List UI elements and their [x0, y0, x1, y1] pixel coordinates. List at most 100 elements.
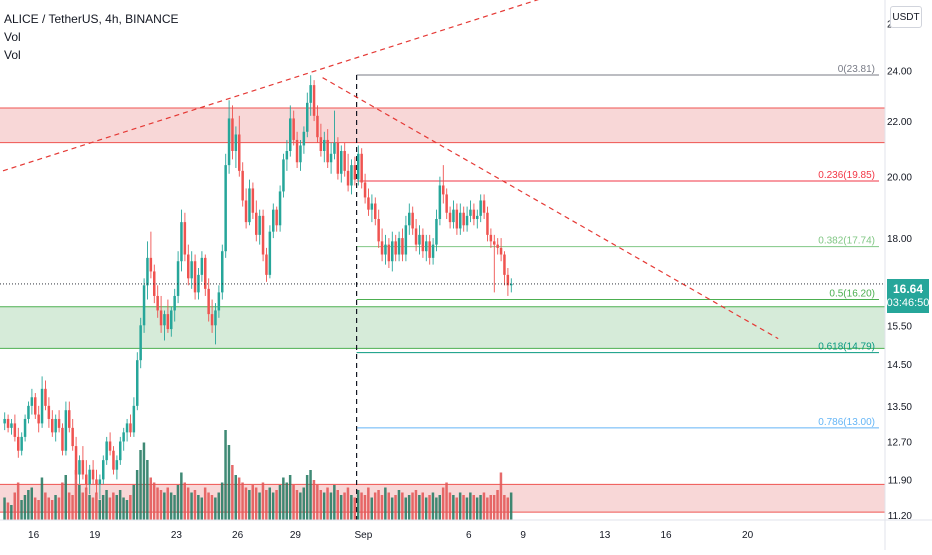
candle-body: [210, 314, 214, 326]
candle-body: [217, 292, 221, 311]
candle-body: [360, 153, 363, 183]
volume-bar: [27, 490, 30, 520]
candle-body: [234, 134, 238, 151]
volume-bar: [360, 492, 363, 520]
volume-bar: [339, 495, 343, 520]
candle-body: [173, 295, 176, 311]
volume-bar: [326, 487, 329, 520]
candle-body: [10, 423, 13, 428]
volume-bar: [227, 445, 231, 520]
candle-body: [482, 200, 486, 213]
volume-bar: [336, 490, 339, 520]
volume-bar: [207, 492, 210, 520]
volume-bar: [57, 497, 61, 520]
candle-body: [418, 234, 421, 245]
volume-bar: [203, 487, 207, 520]
candle-body: [363, 182, 367, 198]
candle-body: [74, 446, 78, 475]
volume-bar: [40, 477, 44, 520]
volume-bar: [10, 505, 13, 520]
candle-body: [47, 405, 51, 419]
volume-bar: [173, 495, 176, 520]
candle-body: [37, 414, 40, 424]
volume-bar: [186, 487, 190, 520]
candle-body: [295, 139, 299, 163]
candle-body: [411, 212, 414, 229]
volume-bar: [98, 500, 101, 520]
candle-body: [129, 423, 132, 433]
volume-bar: [299, 492, 302, 520]
candle-body: [258, 215, 261, 235]
volume-bar: [452, 495, 455, 520]
volume-bar: [373, 492, 377, 520]
y-tick-label: 14.50: [887, 360, 912, 371]
candle-body: [452, 209, 455, 223]
volume-bar: [411, 492, 414, 520]
volume-bar: [418, 495, 421, 520]
candle-body: [146, 257, 149, 286]
candle-body: [183, 222, 187, 255]
y-tick-label: 11.20: [888, 511, 913, 522]
candle-body: [166, 314, 170, 330]
candle-body: [231, 118, 234, 151]
volume-bar: [384, 487, 387, 520]
volume-bar: [108, 497, 112, 520]
candle-body: [289, 118, 292, 151]
candle-body: [255, 212, 258, 235]
volume-bar: [278, 485, 282, 520]
candle-body: [261, 215, 265, 255]
candle-body: [343, 150, 346, 171]
volume-bar: [166, 487, 169, 520]
volume-bar: [496, 490, 499, 520]
x-tick-label: 13: [599, 530, 611, 541]
candle-body: [380, 241, 384, 255]
volume-bar: [210, 495, 214, 520]
volume-indicator-label-1: Vol: [4, 30, 21, 44]
x-tick-label: 6: [466, 530, 472, 541]
candle-body: [374, 203, 377, 219]
candle-body: [319, 137, 323, 151]
volume-bar: [129, 495, 132, 520]
x-tick-label: 9: [520, 530, 526, 541]
volume-bar: [115, 495, 118, 520]
volume-bar: [397, 490, 401, 520]
volume-bar: [220, 482, 224, 520]
candle-body: [115, 460, 119, 470]
volume-bar: [292, 485, 295, 520]
candle-body: [61, 427, 64, 451]
volume-bar: [506, 497, 509, 520]
candle-body: [207, 288, 210, 315]
candle-body: [486, 212, 489, 235]
volume-bar: [64, 475, 67, 520]
volume-bar: [486, 497, 489, 520]
volume-bar: [343, 492, 346, 520]
bar-countdown: 03:46:50: [886, 297, 930, 309]
candle-body: [384, 244, 387, 255]
candle-body: [71, 427, 74, 447]
volume-bar: [346, 487, 350, 520]
volume-bar: [132, 485, 135, 520]
volume-bar: [118, 490, 122, 520]
symbol-title: ALICE / TetherUS, 4h, BINANCE: [4, 12, 179, 26]
volume-bar: [74, 470, 78, 520]
candle-body: [44, 388, 47, 406]
candle-body: [404, 225, 408, 255]
chart-legend: ALICE / TetherUS, 4h, BINANCE Vol Vol: [4, 10, 179, 64]
candle-body: [431, 244, 435, 258]
volume-bar: [23, 495, 27, 520]
volume-bar: [176, 485, 180, 520]
candle-body: [30, 397, 34, 406]
candle-body: [275, 209, 278, 226]
currency-selector[interactable]: USDT: [890, 6, 922, 28]
x-tick-label: 19: [89, 530, 101, 541]
candle-body: [292, 118, 295, 140]
volume-bar: [275, 490, 278, 520]
volume-bar: [125, 500, 129, 520]
volume-bar: [407, 495, 411, 520]
candle-body: [336, 142, 340, 174]
volume-bar: [190, 492, 193, 520]
candle-body: [268, 231, 272, 275]
candle-body: [81, 460, 85, 475]
